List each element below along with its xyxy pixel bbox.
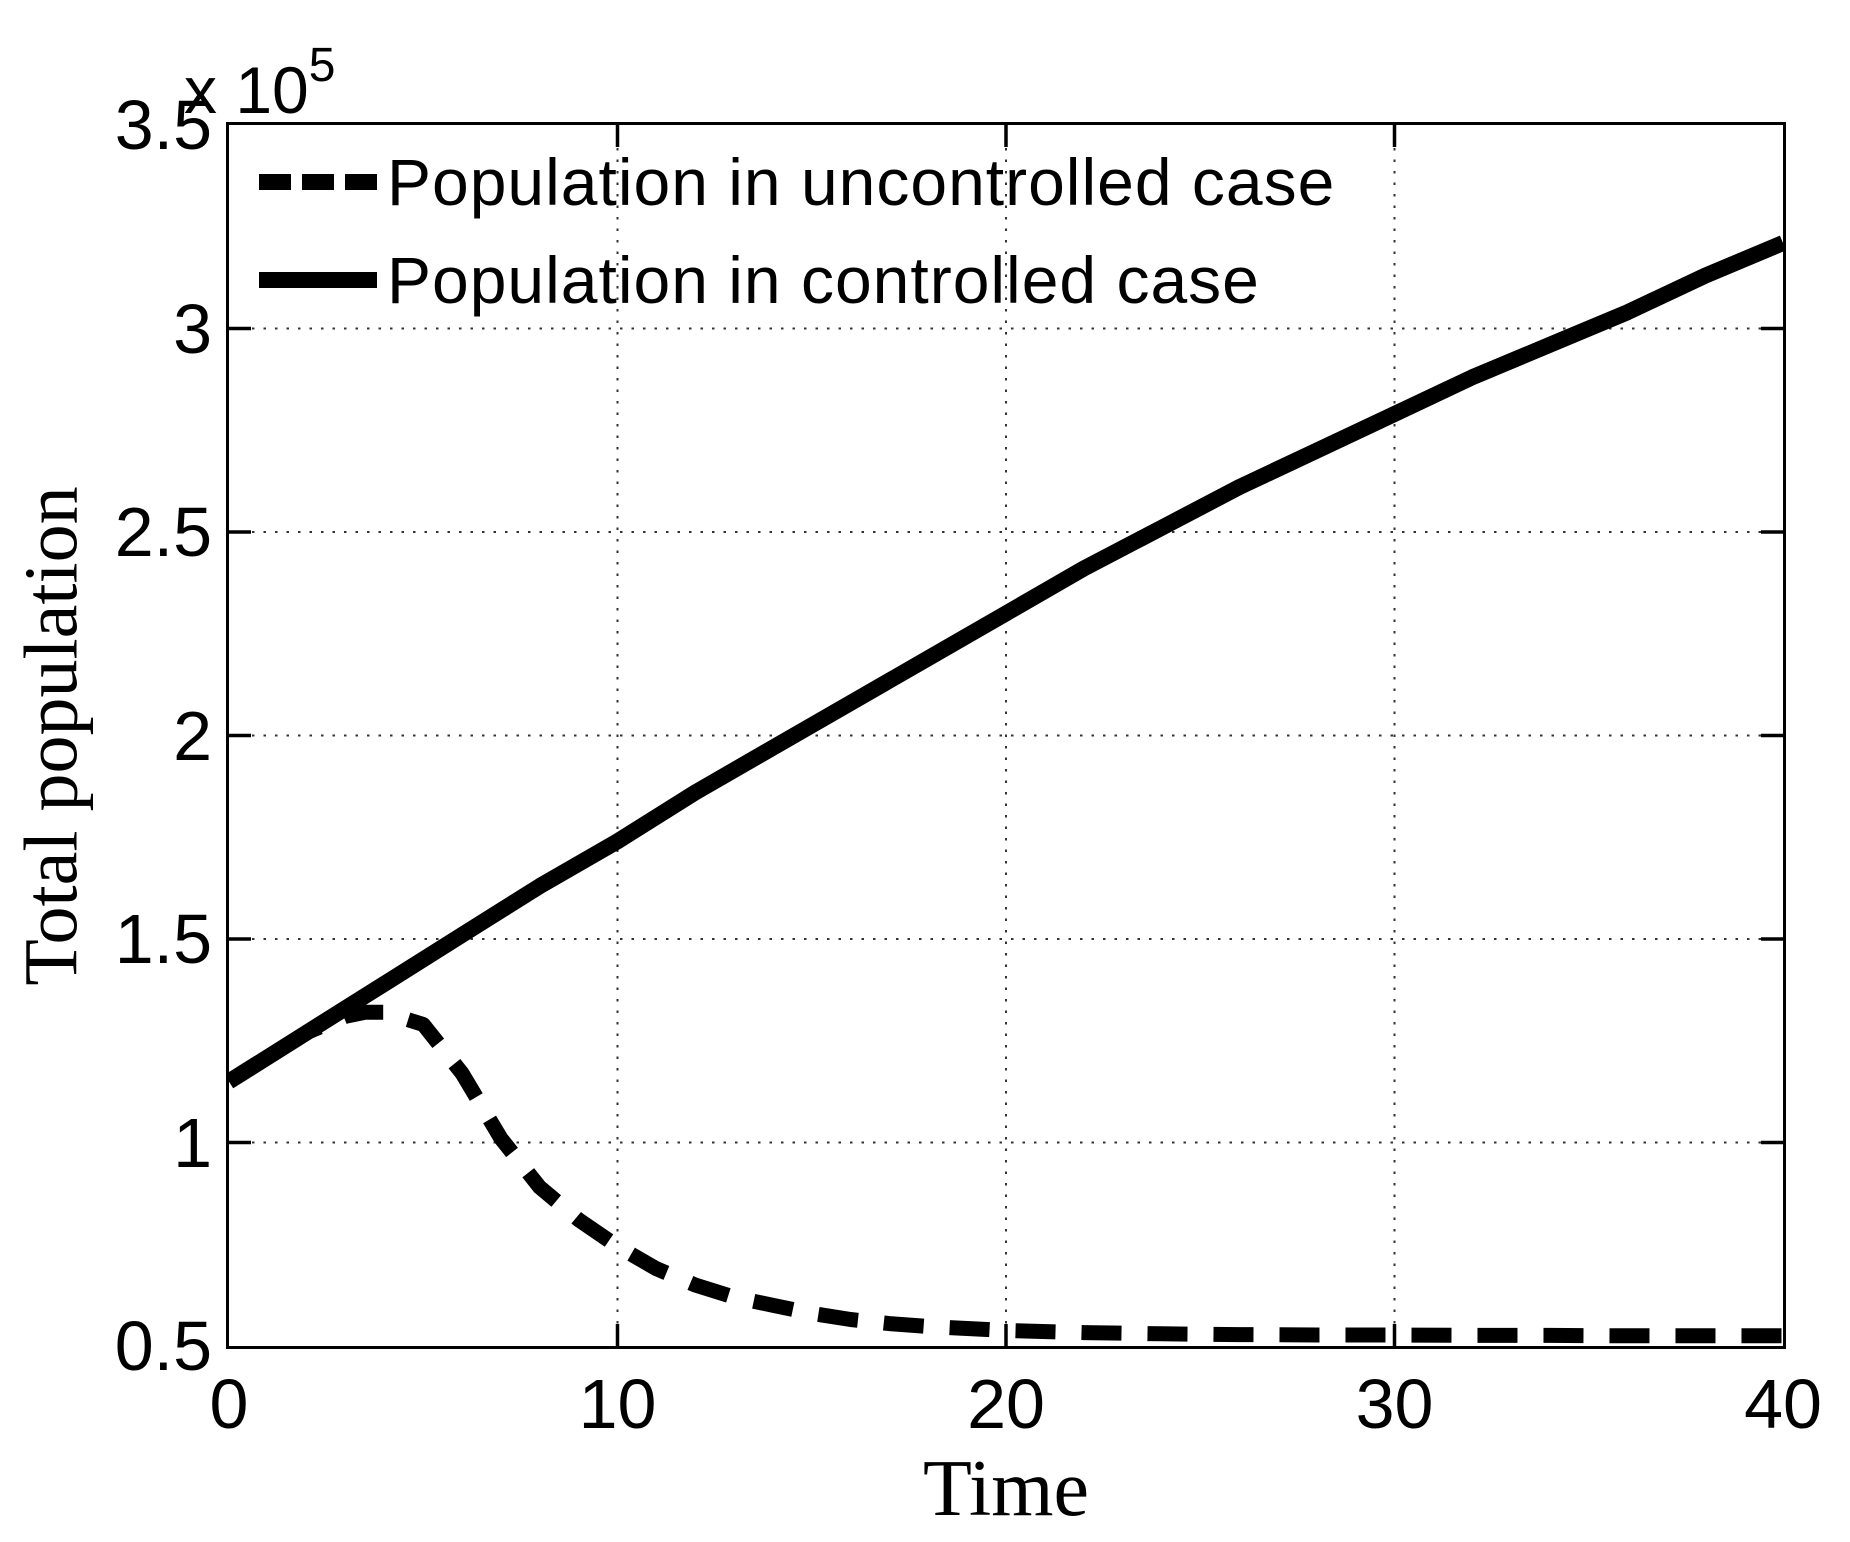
y-axis-multiplier-base: x 10 (184, 53, 309, 127)
legend-item-uncontrolled: Population in uncontrolled case (259, 142, 1335, 222)
dashed-line-sample-icon (259, 174, 377, 190)
chart-canvas (229, 125, 1783, 1346)
x-axis-label: Time (922, 1445, 1089, 1533)
y-tick-label: 2 (173, 696, 212, 775)
y-tick-label: 2.5 (114, 493, 212, 571)
y-tick-label: 1.5 (114, 900, 212, 978)
x-tick-label: 40 (1744, 1365, 1822, 1443)
x-tick-label: 10 (578, 1365, 657, 1443)
y-tick-label: 1 (173, 1103, 212, 1182)
y-tick-label: 0.5 (114, 1307, 212, 1385)
x-tick-label: 30 (1355, 1365, 1434, 1443)
plot-area: Population in uncontrolled case Populati… (226, 122, 1786, 1349)
solid-line-sample-icon (259, 272, 377, 288)
y-axis-multiplier-exponent: 5 (308, 39, 336, 92)
series-line-dashed (229, 1004, 1783, 1344)
y-axis-multiplier: x 105 (184, 26, 335, 130)
legend-label-uncontrolled: Population in uncontrolled case (387, 145, 1336, 219)
legend-item-controlled: Population in controlled case (259, 240, 1260, 320)
x-tick-label: 20 (967, 1365, 1045, 1443)
x-tick-label: 0 (209, 1365, 249, 1443)
legend-label-controlled: Population in controlled case (387, 243, 1260, 317)
series-line-solid (229, 235, 1783, 1089)
y-tick-label: 3.5 (114, 86, 212, 164)
y-tick-label: 3 (173, 289, 212, 368)
